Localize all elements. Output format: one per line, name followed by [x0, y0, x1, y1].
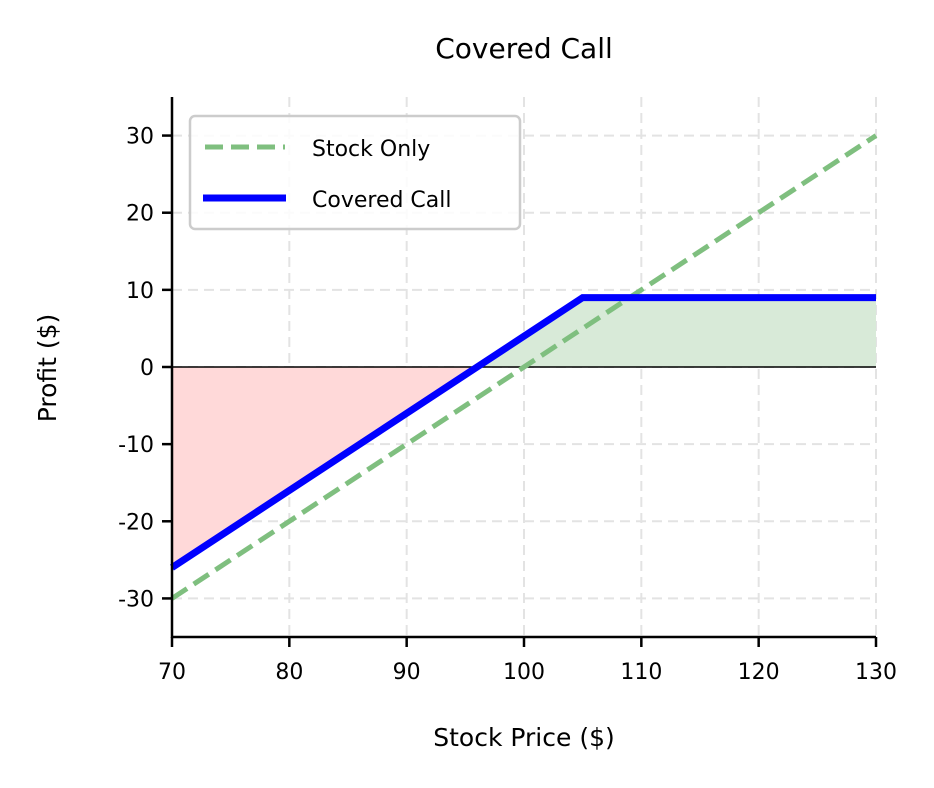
y-tick-label: 0	[140, 356, 154, 381]
axes	[162, 97, 878, 647]
y-axis-label: Profit ($)	[33, 314, 62, 423]
legend-label-stock-only: Stock Only	[312, 137, 430, 162]
y-tick-label: -30	[118, 587, 154, 612]
x-tick-label: 100	[503, 660, 545, 685]
series-lines	[170, 133, 878, 601]
x-tick-label: 90	[393, 660, 421, 685]
y-tick-label: 30	[126, 125, 154, 150]
y-tick-label: -10	[118, 433, 154, 458]
x-tick-label: 80	[275, 660, 303, 685]
x-tick-label: 120	[738, 660, 780, 685]
y-tick-label: 20	[126, 202, 154, 227]
series-line-covered-call	[170, 294, 876, 571]
tick-labels: 70 80 90 100 110 120 130 -30 -20 -10 0 10 20 30	[118, 125, 897, 685]
series-line-stock-only	[170, 133, 878, 601]
x-tick-label: 110	[620, 660, 662, 685]
y-tick-label: 10	[126, 279, 154, 304]
x-axis-label: Stock Price ($)	[433, 723, 614, 752]
legend-label-covered-call: Covered Call	[312, 188, 452, 213]
chart-title: Covered Call	[435, 32, 613, 65]
x-tick-label: 130	[855, 660, 897, 685]
x-tick-label: 70	[158, 660, 186, 685]
legend: Stock Only Covered Call	[188, 114, 522, 231]
y-tick-label: -20	[118, 510, 154, 535]
profit-region	[477, 297, 876, 367]
